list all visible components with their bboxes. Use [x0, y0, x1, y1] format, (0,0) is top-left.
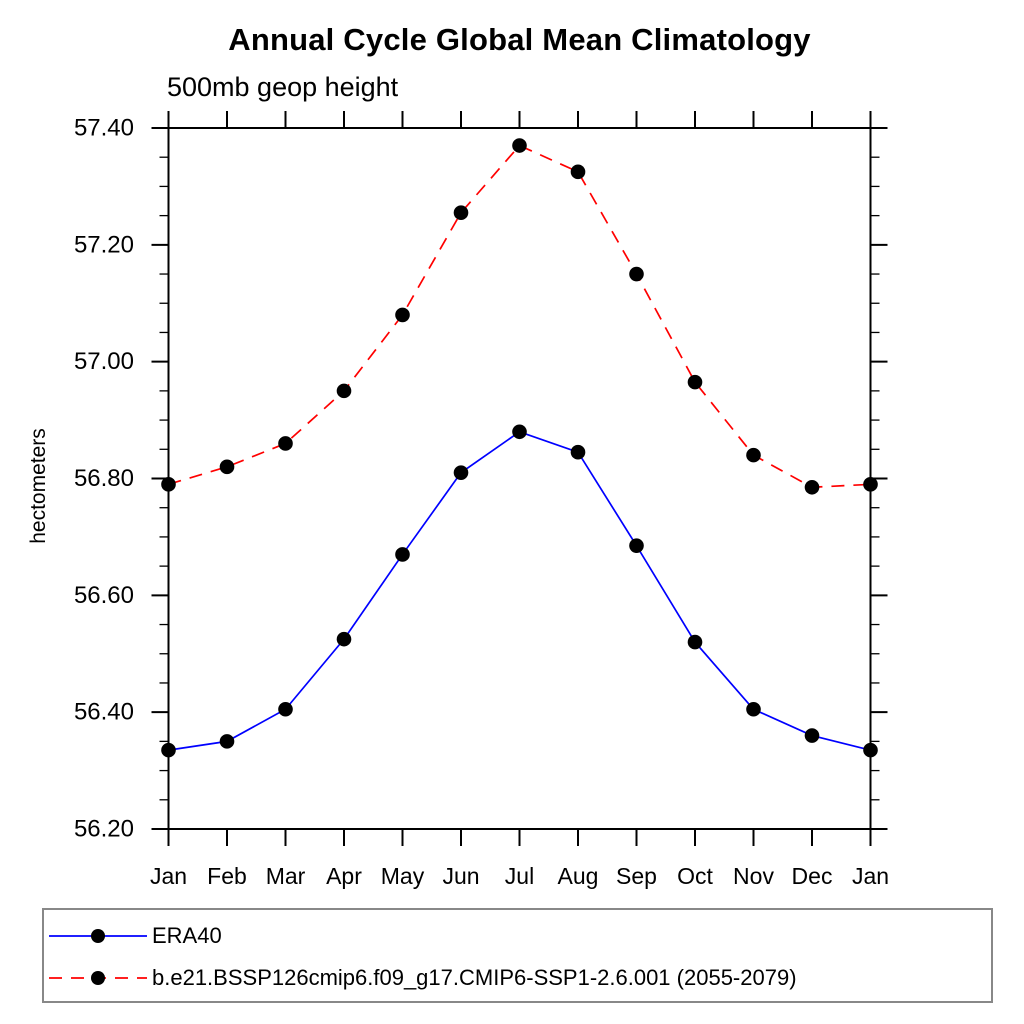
data-point-marker — [336, 383, 352, 399]
y-tick-label: 57.20 — [74, 231, 134, 258]
data-point-marker — [278, 436, 293, 451]
y-tick-label: 56.40 — [74, 699, 134, 726]
data-point-marker — [570, 164, 586, 180]
data-point-marker — [336, 631, 352, 647]
x-tick-label: Oct — [677, 863, 713, 889]
data-point-marker — [161, 742, 176, 758]
data-point-marker — [804, 728, 820, 743]
data-point-marker — [512, 424, 527, 440]
x-tick-label: Feb — [207, 863, 247, 889]
y-tick-label: 57.40 — [74, 115, 134, 142]
x-tick-label: Jul — [505, 863, 534, 889]
x-tick-label: Nov — [733, 863, 774, 889]
legend-line-sample — [49, 971, 147, 985]
data-point-marker — [395, 547, 410, 562]
data-point-marker — [570, 444, 586, 460]
data-point-marker — [629, 538, 644, 553]
data-point-marker — [804, 479, 820, 495]
data-point-marker — [395, 307, 410, 323]
data-point-marker — [746, 701, 761, 717]
chart-title: Annual Cycle Global Mean Climatology — [228, 22, 811, 57]
x-tick-label: Jan — [852, 863, 889, 889]
legend-line-sample — [49, 929, 147, 943]
legend: ERA40 b.e21.BSSP126cmip6.f09_g17.CMIP6-S… — [42, 908, 993, 1003]
data-point-marker — [629, 266, 644, 282]
data-point-marker — [863, 477, 878, 492]
x-tick-label: Dec — [792, 863, 833, 889]
data-point-marker — [863, 742, 878, 758]
x-tick-label: Sep — [616, 863, 657, 889]
data-point-marker — [219, 734, 235, 749]
y-tick-label: 57.00 — [74, 348, 134, 375]
x-tick-label: Jan — [150, 863, 187, 889]
data-point-marker — [687, 634, 703, 650]
y-tick-label: 56.80 — [74, 465, 134, 492]
data-point-marker — [219, 459, 235, 475]
data-point-marker — [161, 477, 176, 492]
data-point-marker — [453, 205, 469, 221]
plot-area: 56.20 56.40 56.60 56.80 57.00 57.20 57.40 Jan Fe… — [74, 111, 889, 889]
x-tick-label: May — [381, 863, 425, 889]
legend-label-model: b.e21.BSSP126cmip6.f09_g17.CMIP6-SSP1-2.… — [152, 965, 797, 990]
legend-label-era40: ERA40 — [152, 923, 222, 948]
x-tick-label: Jun — [442, 863, 479, 889]
y-tick-label: 56.20 — [74, 816, 134, 843]
data-point-marker — [278, 701, 293, 717]
x-tick-label: Aug — [558, 863, 599, 889]
y-tick-label: 56.60 — [74, 582, 134, 609]
data-point-marker — [512, 138, 527, 153]
data-point-marker — [687, 374, 703, 390]
x-tick-label: Apr — [326, 863, 362, 889]
data-point-marker — [746, 447, 761, 463]
x-tick-label: Mar — [266, 863, 306, 889]
chart-subtitle: 500mb geop height — [167, 72, 399, 102]
series-line — [168, 430, 871, 751]
data-point-marker — [453, 465, 469, 480]
